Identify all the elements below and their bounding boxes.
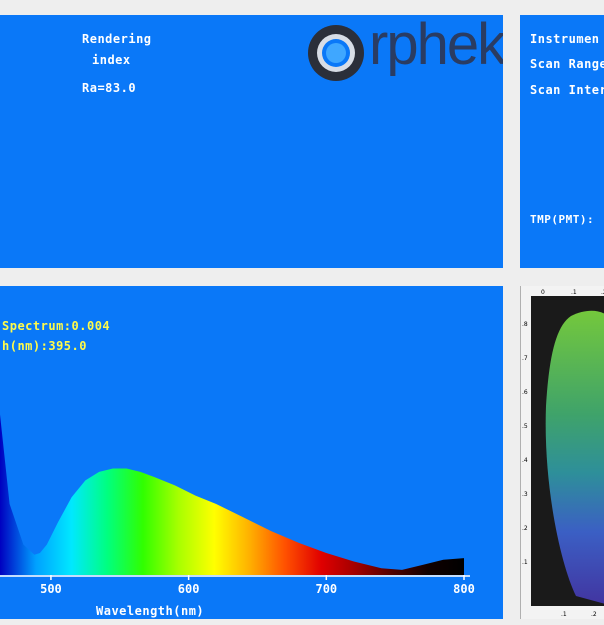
cie-diagram-panel: 0 .1 .2 .8 .7 .6 .5 .4 .3 .2 .1 .1 .2 [520,286,604,619]
instrument-panel: Instrumen Scan Range Scan Inter TMP(PMT)… [520,15,604,268]
cie-left-tick: .5 [522,423,528,430]
cie-gamut-shape [545,310,604,604]
cie-top-tick: 0 [541,289,545,296]
x-tick-label: 600 [177,582,200,596]
x-axis-title: Wavelength(nm) [96,604,205,618]
instrument-label: Instrumen [530,32,600,46]
index-label: index [92,53,131,67]
cie-top-tick: .2 [601,289,604,296]
cie-chromaticity-diagram: 0 .1 .2 .8 .7 .6 .5 .4 .3 .2 .1 .1 .2 [522,289,604,618]
ra-value: Ra=83.0 [82,81,137,95]
cie-bottom-tick: .1 [561,611,567,618]
cie-left-tick: .4 [522,457,528,464]
tmp-pmt-label: TMP(PMT): [530,213,595,226]
spectrum-panel: Spectrum:0.004 h(nm):395.0 500 600 700 800 … [0,286,503,619]
cie-top-tick: .1 [571,289,577,296]
x-tick-label: 500 [40,582,62,596]
x-tick-label: 700 [315,582,338,596]
orphek-o-ring-icon [308,25,364,81]
cie-bottom-tick: .2 [591,611,597,618]
scan-interval-label: Scan Inter [530,83,604,97]
rendering-label: Rendering [82,32,152,46]
scan-range-label: Scan Range [530,57,604,71]
cie-left-tick: .6 [522,389,528,396]
cie-left-tick: .2 [522,525,528,532]
spectrum-peak-label: Spectrum:0.004 [2,319,111,333]
spectrum-chart [0,414,470,580]
rendering-index-panel: Rendering index Ra=83.0 rphek [0,15,503,268]
orphek-logo: rphek [305,16,503,86]
peak-wavelength-label: h(nm):395.0 [2,339,87,353]
cie-left-tick: .1 [522,559,528,566]
cie-left-tick: .8 [522,321,528,328]
x-tick-label: 800 [453,582,475,596]
spectrum-area [0,414,464,575]
cie-left-tick: .3 [522,491,528,498]
orphek-logo-text: rphek [369,15,503,77]
cie-left-tick: .7 [522,355,528,362]
